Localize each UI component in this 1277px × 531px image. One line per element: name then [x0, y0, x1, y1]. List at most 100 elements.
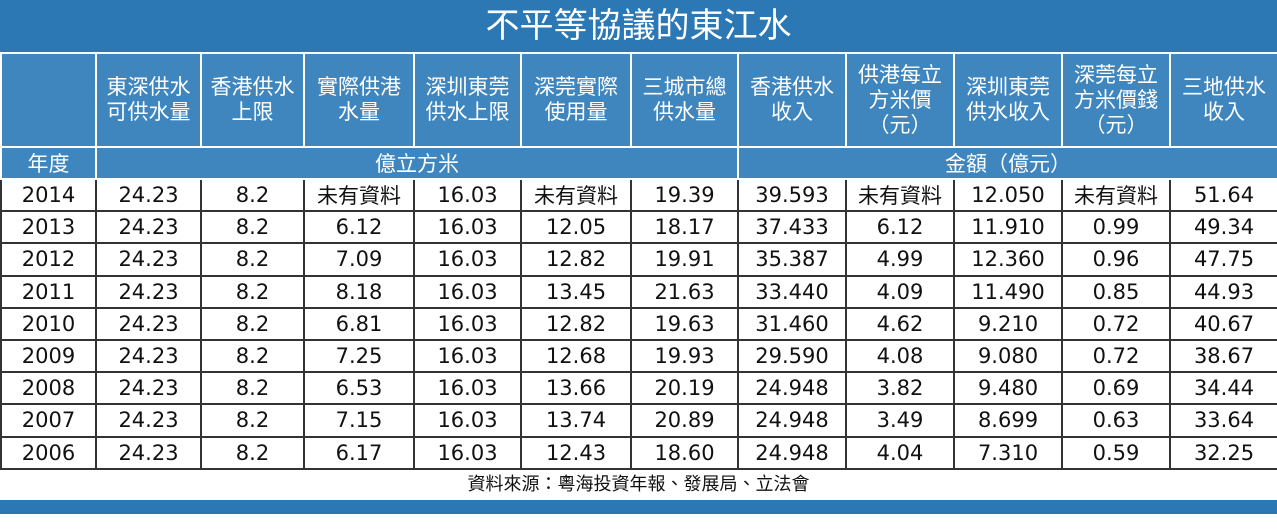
- data-cell: 11.910: [953, 210, 1063, 245]
- table: 東深供水 可供水量 香港供水 上限 實際供港 水量 深圳東莞 供水上限 深莞實際 使用量 三城市總供…: [0, 52, 1277, 470]
- data-cell: 21.63: [630, 274, 739, 309]
- data-cell: 24.23: [95, 274, 202, 309]
- header-line: 香港供水: [210, 75, 295, 99]
- data-cell: 0.59: [1061, 435, 1171, 470]
- header-cell: 深莞實際 使用量: [520, 52, 632, 148]
- bottom-bar: [0, 499, 1277, 514]
- data-cell: 4.04: [845, 435, 955, 470]
- header-cell: 供港每立 方米價 （元）: [845, 52, 955, 148]
- data-cell: 0.96: [1061, 242, 1171, 277]
- year-cell: 2006: [0, 435, 97, 470]
- data-cell: 8.2: [200, 242, 305, 277]
- data-cell: 12.43: [520, 435, 632, 470]
- header-line: 三城市總: [642, 75, 727, 99]
- data-cell: 19.91: [630, 242, 739, 277]
- unit-cell: 億立方米: [95, 146, 739, 180]
- data-cell: 16.03: [413, 210, 522, 245]
- data-cell: 24.23: [95, 242, 202, 277]
- header-cell: 實際供港 水量: [303, 52, 415, 148]
- data-cell: 8.2: [200, 210, 305, 245]
- data-cell: 12.050: [953, 177, 1063, 213]
- data-cell: 11.490: [953, 274, 1063, 309]
- data-cell: 12.05: [520, 210, 632, 245]
- data-cell: 33.440: [737, 274, 847, 309]
- data-cell: 24.23: [95, 210, 202, 245]
- data-cell: 49.34: [1169, 210, 1277, 245]
- data-cell: 24.23: [95, 403, 202, 438]
- data-cell: 51.64: [1169, 177, 1277, 213]
- unit-cell: 年度: [0, 146, 97, 180]
- data-cell: 24.948: [737, 435, 847, 470]
- data-cell: 8.2: [200, 306, 305, 341]
- data-cell: 6.17: [303, 435, 415, 470]
- data-cell: 16.03: [413, 177, 522, 213]
- data-cell: 0.63: [1061, 403, 1171, 438]
- data-cell: 19.63: [630, 306, 739, 341]
- header-line: 東深供水: [106, 75, 191, 99]
- header-cell: 深莞每立 方米價錢 （元）: [1061, 52, 1171, 148]
- data-cell: 8.2: [200, 177, 305, 213]
- header-line: 供水收入: [966, 100, 1050, 124]
- data-cell: 12.82: [520, 242, 632, 277]
- data-cell: 0.85: [1061, 274, 1171, 309]
- year-cell: 2007: [0, 403, 97, 438]
- data-cell: 未有資料: [520, 177, 632, 213]
- data-cell: 16.03: [413, 371, 522, 406]
- data-cell: 7.310: [953, 435, 1063, 470]
- header-line: 供水上限: [425, 100, 510, 124]
- data-cell: 13.45: [520, 274, 632, 309]
- header-line: （元）: [868, 112, 932, 137]
- data-cell: 16.03: [413, 435, 522, 470]
- data-cell: 0.99: [1061, 210, 1171, 245]
- data-cell: 19.93: [630, 338, 739, 374]
- header-cell: 三地供水 收入: [1169, 52, 1277, 148]
- data-cell: 40.67: [1169, 306, 1277, 341]
- data-cell: 19.39: [630, 177, 739, 213]
- data-row: 2014 24.23 8.2 未有資料 16.03 未有資料 19.39 39.593 未有資料…: [0, 177, 1277, 213]
- data-cell: 13.66: [520, 371, 632, 406]
- title: 不平等協議的東江水: [0, 0, 1277, 52]
- header-cell: [0, 52, 97, 148]
- data-cell: 8.2: [200, 403, 305, 438]
- data-cell: 24.23: [95, 177, 202, 213]
- header-cell: 深圳東莞 供水收入: [953, 52, 1063, 148]
- data-cell: 35.387: [737, 242, 847, 277]
- data-cell: 18.17: [630, 210, 739, 245]
- data-cell: 4.08: [845, 338, 955, 374]
- header-line: 可供水量: [106, 100, 191, 124]
- data-cell: 32.25: [1169, 435, 1277, 470]
- data-cell: 8.2: [200, 371, 305, 406]
- data-cell: 8.2: [200, 274, 305, 309]
- unit-cell: 金額（億元）: [737, 146, 1277, 180]
- data-cell: 6.81: [303, 306, 415, 341]
- data-row: 2010 24.23 8.2 6.81 16.03 12.82 19.63 31.460 4.6…: [0, 306, 1277, 341]
- data-cell: 3.49: [845, 403, 955, 438]
- header-line: 深圳東莞: [966, 75, 1050, 99]
- data-cell: 0.72: [1061, 306, 1171, 341]
- header-line: 供港每立: [858, 62, 942, 87]
- data-cell: 9.080: [953, 338, 1063, 374]
- data-cell: 7.15: [303, 403, 415, 438]
- header-row: 東深供水 可供水量 香港供水 上限 實際供港 水量 深圳東莞 供水上限 深莞實際 使用量 三城市總供…: [0, 52, 1277, 148]
- data-cell: 7.25: [303, 338, 415, 374]
- data-cell: 9.210: [953, 306, 1063, 341]
- header-line: 使用量: [544, 100, 608, 124]
- year-cell: 2008: [0, 371, 97, 406]
- year-cell: 2012: [0, 242, 97, 277]
- data-cell: 24.948: [737, 371, 847, 406]
- data-cell: 4.09: [845, 274, 955, 309]
- table-body: 東深供水 可供水量 香港供水 上限 實際供港 水量 深圳東莞 供水上限 深莞實際 使用量 三城市總供…: [0, 52, 1277, 470]
- data-cell: 8.2: [200, 435, 305, 470]
- data-cell: 31.460: [737, 306, 847, 341]
- data-row: 2007 24.23 8.2 7.15 16.03 13.74 20.89 24.948 3.4…: [0, 403, 1277, 438]
- data-cell: 6.12: [303, 210, 415, 245]
- data-cell: 39.593: [737, 177, 847, 213]
- header-line: 方米價錢: [1074, 87, 1158, 112]
- header-line: 收入: [771, 100, 813, 124]
- data-cell: 18.60: [630, 435, 739, 470]
- header-cell: 香港供水 上限: [200, 52, 305, 148]
- data-cell: 12.360: [953, 242, 1063, 277]
- data-cell: 4.62: [845, 306, 955, 341]
- year-cell: 2014: [0, 177, 97, 213]
- data-row: 2006 24.23 8.2 6.17 16.03 12.43 18.60 24.948 4.0…: [0, 435, 1277, 470]
